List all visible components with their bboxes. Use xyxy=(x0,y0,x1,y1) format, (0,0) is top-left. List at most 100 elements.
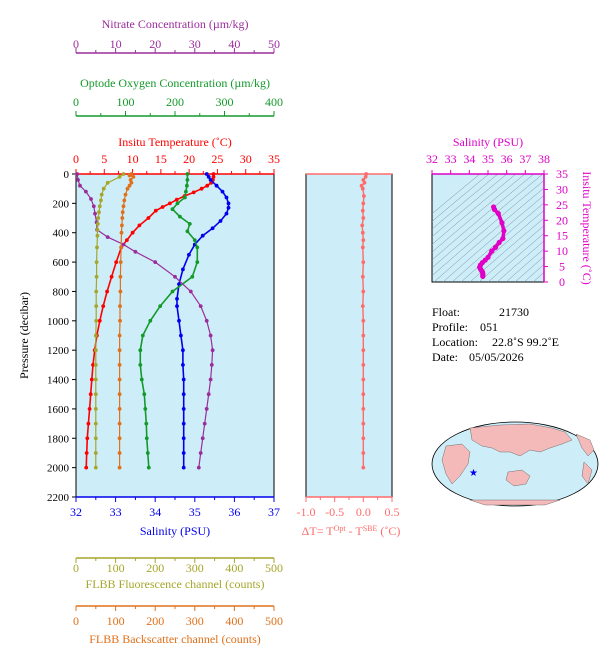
ts-density-contour xyxy=(478,225,544,282)
delta-t-point xyxy=(361,407,366,411)
fluorescence-point xyxy=(105,180,110,185)
float-info: Float: 21730 Profile: 051 Location: 22.8… xyxy=(432,305,559,364)
oxygen-tick-label: 200 xyxy=(166,95,184,109)
ts-density-contour xyxy=(432,174,490,222)
nitrate-point xyxy=(202,421,207,426)
ts-salinity-tick-label: 33 xyxy=(445,152,457,166)
fluorescence-point xyxy=(94,289,99,294)
oxygen-point xyxy=(185,183,189,188)
float-location-marker: ★ xyxy=(469,468,478,479)
main-profile-chart: 0200400600800100012001400160018002000220… xyxy=(17,17,283,646)
pressure-tick-label: 2200 xyxy=(47,492,70,504)
temperature-point xyxy=(168,201,172,206)
map-land-antarctica xyxy=(469,499,561,506)
ts-point xyxy=(501,228,507,234)
ts-density-contour xyxy=(469,217,544,282)
delta-t-point xyxy=(360,223,365,228)
map-land-asia xyxy=(469,423,573,457)
pressure-tick-label: 0 xyxy=(64,169,70,181)
temperature-tick-label: 35 xyxy=(268,152,280,166)
nitrate-point xyxy=(153,260,158,264)
pressure-tick-label: 1800 xyxy=(47,433,70,445)
nitrate-axis-title: Nitrate Concentration (µm/kg) xyxy=(102,17,249,31)
oxygen-point xyxy=(146,465,151,470)
temperature-point xyxy=(88,392,93,397)
oxygen-point xyxy=(140,333,145,338)
nitrate-point xyxy=(75,172,80,176)
backscatter-point xyxy=(117,333,122,338)
ts-density-contour xyxy=(432,174,499,230)
salinity-tick-label: 37 xyxy=(268,505,280,519)
ts-salinity-axis-title: Salinity (PSU) xyxy=(453,135,523,149)
backscatter-point xyxy=(127,183,132,188)
nitrate-point xyxy=(210,348,215,353)
ts-temperature-tick-label: 5 xyxy=(559,260,565,274)
temperature-tick-label: 5 xyxy=(101,152,107,166)
delta-t-point xyxy=(361,348,366,353)
pressure-tick-label: 1200 xyxy=(47,345,70,357)
fluorescence-point xyxy=(93,451,98,455)
oxygen-point xyxy=(185,178,190,182)
ts-temperature-axis-title: Insitu Temperature (˚C) xyxy=(580,171,594,285)
delta-t-point xyxy=(361,421,366,426)
oxygen-point xyxy=(142,392,147,397)
nitrate-point xyxy=(206,392,211,397)
ts-temperature-tick-label: 15 xyxy=(556,229,568,243)
temperature-point xyxy=(211,175,216,179)
oxygen-point xyxy=(170,289,175,294)
fluorescence-point xyxy=(94,318,99,323)
date-label: Date: xyxy=(432,350,458,364)
delta-t-point xyxy=(361,178,366,182)
temperature-point xyxy=(91,363,95,367)
nitrate-point xyxy=(198,451,203,455)
oxygen-point xyxy=(185,172,190,176)
ts-salinity-tick-label: 34 xyxy=(463,152,475,166)
salinity-point xyxy=(226,205,231,210)
backscatter-point xyxy=(117,363,122,367)
delta-t-point xyxy=(359,183,364,188)
ts-density-contour xyxy=(433,187,544,282)
salinity-point xyxy=(214,183,219,188)
ts-salinity-tick-label: 36 xyxy=(501,152,513,166)
delta-t-point xyxy=(360,230,365,235)
ts-density-contour xyxy=(532,271,544,282)
pressure-tick-label: 400 xyxy=(53,228,70,240)
delta-t-point xyxy=(361,436,366,441)
fluorescence-point xyxy=(96,216,101,220)
ts-plot-area xyxy=(431,173,545,283)
fluorescence-point xyxy=(95,245,99,250)
fluorescence-point xyxy=(93,377,98,382)
ts-temperature-tick-label: 35 xyxy=(556,167,568,181)
nitrate-point xyxy=(89,197,93,201)
ts-density-contour xyxy=(432,174,517,245)
delta-t-point xyxy=(361,392,366,397)
salinity-point xyxy=(181,421,186,426)
nitrate-point xyxy=(204,407,209,411)
salinity-point xyxy=(210,226,215,231)
location-label: Location: xyxy=(432,335,478,349)
ts-temperature-tick-label: 20 xyxy=(556,213,568,227)
delta-t-point xyxy=(361,318,366,323)
salinity-point xyxy=(187,252,191,257)
ts-density-contour xyxy=(442,195,544,282)
nitrate-point xyxy=(76,178,80,182)
ts-salinity-tick-label: 35 xyxy=(482,152,494,166)
fluorescence-tick-label: 100 xyxy=(107,561,125,575)
ts-point xyxy=(489,248,495,254)
fluorescence-point xyxy=(93,392,98,397)
pressure-tick-label: 1600 xyxy=(47,404,70,416)
salinity-point xyxy=(224,195,229,200)
salinity-point xyxy=(181,407,186,411)
oxygen-point xyxy=(195,245,200,250)
nitrate-point xyxy=(78,183,82,188)
temperature-point xyxy=(101,304,106,308)
delta-t-tick-label: -1.0 xyxy=(297,505,316,519)
ts-density-contour xyxy=(432,174,481,215)
fluorescence-tick-label: 200 xyxy=(146,561,164,575)
backscatter-point xyxy=(117,348,122,353)
ts-density-contour xyxy=(432,174,535,261)
backscatter-point xyxy=(129,180,134,185)
backscatter-tick-label: 300 xyxy=(186,614,204,628)
oxygen-point xyxy=(144,436,149,441)
